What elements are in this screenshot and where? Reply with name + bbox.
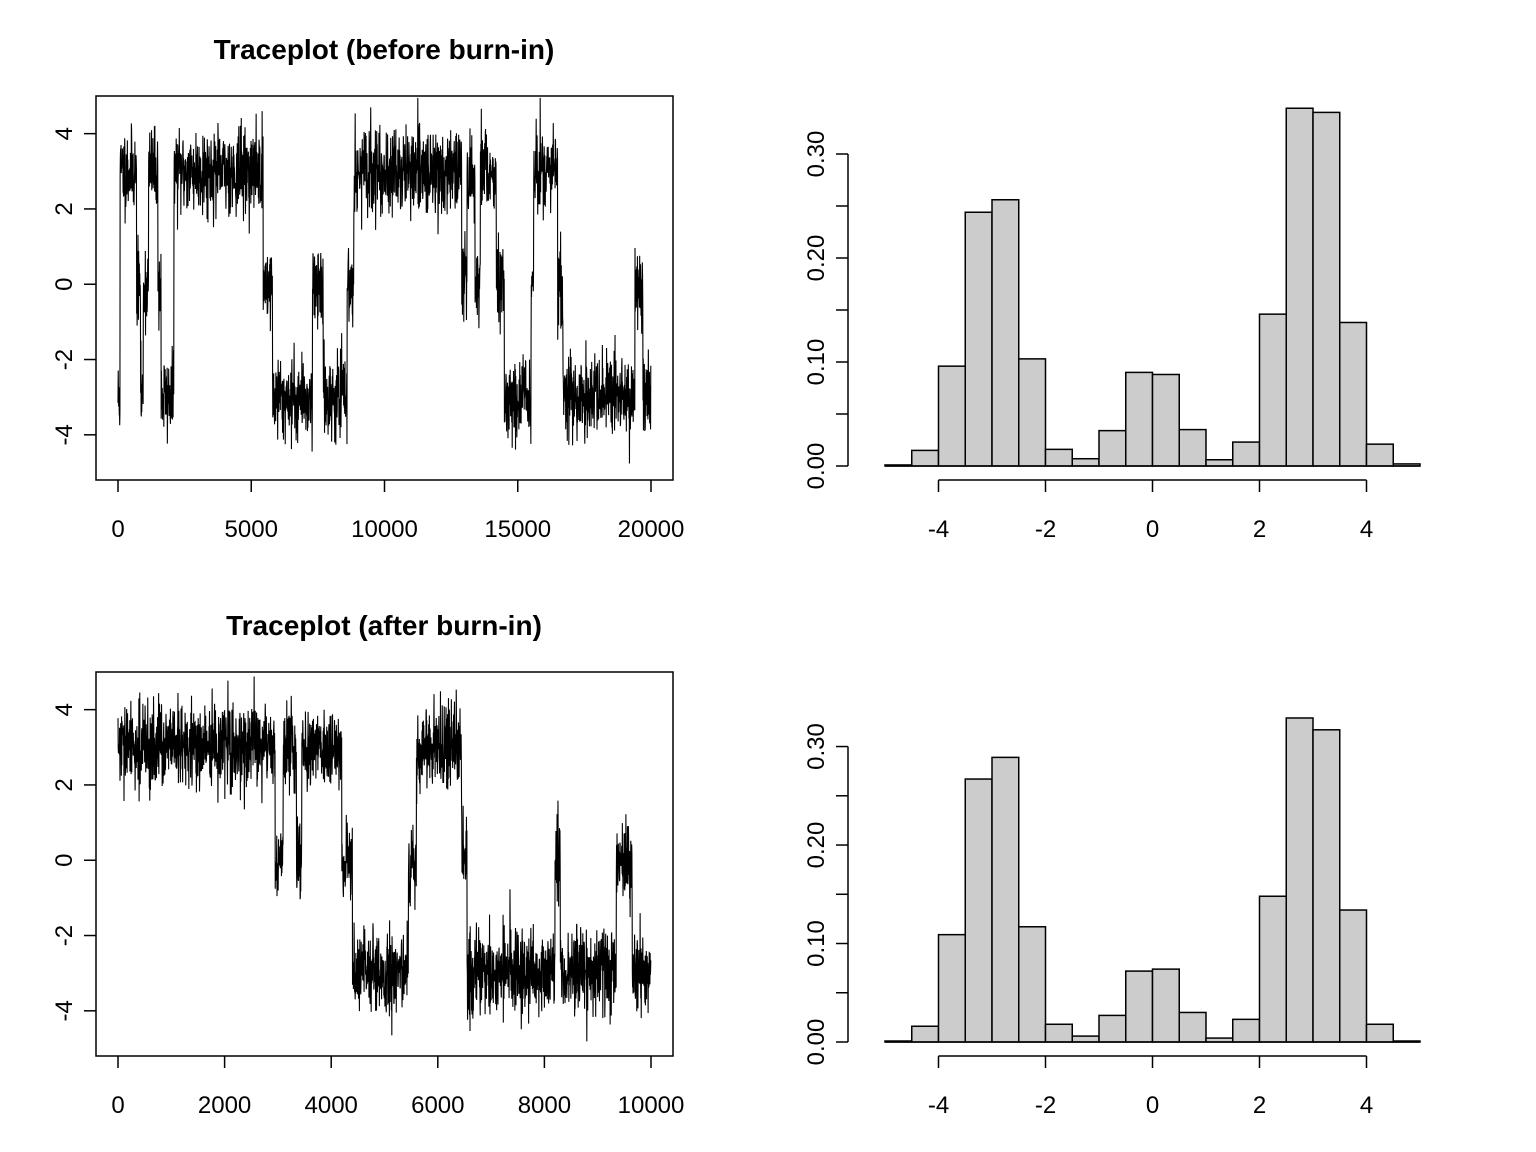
histogram-before-bar — [1044, 448, 1073, 467]
histogram-after-bar — [911, 1025, 940, 1043]
histogram-after-x-tick-label: -4 — [928, 1092, 949, 1119]
trace-before-burn-in-panel: Traceplot (before burn-in) 0 5000 10000 150… — [51, 34, 684, 543]
histogram-before-bar — [1339, 321, 1368, 467]
histogram-before-y-tick-label: 0.30 — [803, 131, 830, 178]
trace-before-x-tick-label: 5000 — [225, 516, 278, 543]
trace-after-y-tick-label: 4 — [51, 703, 78, 716]
trace-after-y-axis: -4 -2 0 2 4 — [51, 703, 96, 1021]
histogram-before-bar — [1098, 429, 1127, 467]
histogram-after-y-tick-label: 0.00 — [803, 1019, 830, 1066]
histogram-before-bar — [964, 211, 993, 467]
histogram-before-x-tick-label: 0 — [1146, 516, 1159, 543]
histogram-after-bar — [1365, 1023, 1394, 1043]
histogram-before-x-tick-label: 2 — [1253, 516, 1266, 543]
histogram-before-burn-in-panel: -4 -2 0 2 4 0.00 0.10 0.20 0.30 — [803, 107, 1421, 543]
histogram-before-bar — [1285, 107, 1314, 467]
histogram-before-x-axis: -4 -2 0 2 4 — [928, 479, 1373, 543]
histogram-after-y-tick-label: 0.20 — [803, 822, 830, 869]
histogram-before-y-axis: 0.00 0.10 0.20 0.30 — [803, 131, 849, 490]
histogram-after-bar — [1018, 926, 1047, 1043]
histogram-before-bar — [1151, 373, 1180, 467]
histogram-after-x-tick-label: 2 — [1253, 1092, 1266, 1119]
trace-before-x-tick-label: 15000 — [484, 516, 551, 543]
histogram-after-bar — [1312, 729, 1341, 1043]
trace-after-series-line — [117, 676, 652, 1042]
trace-after-burn-in-panel: Traceplot (after burn-in) 0 2000 4000 6000 8… — [51, 610, 684, 1119]
histogram-before-y-tick-label: 0.10 — [803, 339, 830, 386]
histogram-before-bar — [991, 199, 1020, 467]
trace-before-x-tick-label: 0 — [111, 516, 124, 543]
histogram-after-bar — [991, 756, 1020, 1043]
histogram-before-bar — [1205, 459, 1234, 467]
histogram-after-bar — [1151, 968, 1180, 1043]
histogram-after-bar — [1098, 1014, 1127, 1043]
histogram-after-burn-in-panel: -4 -2 0 2 4 0.00 0.10 0.20 0.30 — [803, 717, 1421, 1119]
histogram-before-bar — [1125, 371, 1154, 467]
histogram-after-bar — [1339, 909, 1368, 1043]
histogram-before-bar — [1365, 443, 1394, 467]
trace-after-x-tick-label: 4000 — [305, 1092, 358, 1119]
trace-after-title: Traceplot (after burn-in) — [226, 610, 542, 641]
histogram-after-bar — [1044, 1023, 1073, 1043]
trace-before-x-tick-label: 10000 — [351, 516, 418, 543]
histogram-before-bar — [911, 449, 940, 467]
histogram-after-bar — [1285, 717, 1314, 1043]
histogram-after-bar — [964, 778, 993, 1043]
trace-before-y-tick-label: 4 — [51, 127, 78, 140]
histogram-before-x-tick-label: -2 — [1035, 516, 1056, 543]
trace-after-x-axis: 0 2000 4000 6000 8000 10000 — [111, 1056, 684, 1119]
trace-before-series-line — [117, 97, 652, 464]
trace-before-y-tick-label: 0 — [51, 278, 78, 291]
histogram-after-x-tick-label: 4 — [1360, 1092, 1373, 1119]
trace-before-x-axis: 0 5000 10000 15000 20000 — [111, 480, 684, 543]
histogram-before-bar — [1232, 441, 1261, 467]
trace-after-y-tick-label: 0 — [51, 854, 78, 867]
histogram-after-x-axis: -4 -2 0 2 4 — [928, 1055, 1373, 1119]
histogram-before-bar — [1258, 313, 1287, 467]
histogram-after-bar — [1125, 970, 1154, 1043]
trace-before-y-tick-label: -4 — [51, 424, 78, 445]
histogram-before-bar — [1312, 111, 1341, 467]
trace-after-x-tick-label: 10000 — [618, 1092, 685, 1119]
trace-after-plot-frame — [95, 671, 674, 1057]
trace-after-x-tick-label: 2000 — [198, 1092, 251, 1119]
trace-before-x-tick-label: 20000 — [618, 516, 685, 543]
histogram-after-y-tick-label: 0.30 — [803, 723, 830, 770]
histogram-before-y-tick-label: 0.20 — [803, 235, 830, 282]
trace-after-x-tick-label: 6000 — [411, 1092, 464, 1119]
histogram-before-bar — [937, 365, 966, 467]
histogram-before-bar — [1178, 428, 1207, 467]
histogram-before-bar — [1071, 457, 1100, 467]
histogram-after-bar — [937, 933, 966, 1043]
histogram-after-bar — [1258, 895, 1287, 1043]
trace-before-y-tick-label: -2 — [51, 349, 78, 370]
trace-after-y-tick-label: -4 — [51, 1000, 78, 1021]
histogram-after-bars — [884, 717, 1421, 1043]
histogram-before-x-tick-label: -4 — [928, 516, 949, 543]
trace-before-y-tick-label: 2 — [51, 202, 78, 215]
histogram-after-bar — [1071, 1035, 1100, 1043]
histogram-after-x-tick-label: 0 — [1146, 1092, 1159, 1119]
trace-before-y-axis: -4 -2 0 2 4 — [51, 127, 96, 445]
trace-before-title: Traceplot (before burn-in) — [214, 34, 555, 65]
histogram-before-bars — [884, 107, 1421, 467]
histogram-after-y-axis: 0.00 0.10 0.20 0.30 — [803, 723, 849, 1066]
trace-after-x-tick-label: 0 — [111, 1092, 124, 1119]
histogram-after-bar — [1178, 1011, 1207, 1043]
histogram-before-x-tick-label: 4 — [1360, 516, 1373, 543]
histogram-before-bar — [1018, 358, 1047, 467]
trace-after-y-tick-label: -2 — [51, 925, 78, 946]
histogram-before-y-tick-label: 0.00 — [803, 443, 830, 490]
histogram-after-x-tick-label: -2 — [1035, 1092, 1056, 1119]
trace-after-y-tick-label: 2 — [51, 778, 78, 791]
trace-after-x-tick-label: 8000 — [518, 1092, 571, 1119]
histogram-after-bar — [1232, 1018, 1261, 1043]
histogram-after-y-tick-label: 0.10 — [803, 920, 830, 967]
